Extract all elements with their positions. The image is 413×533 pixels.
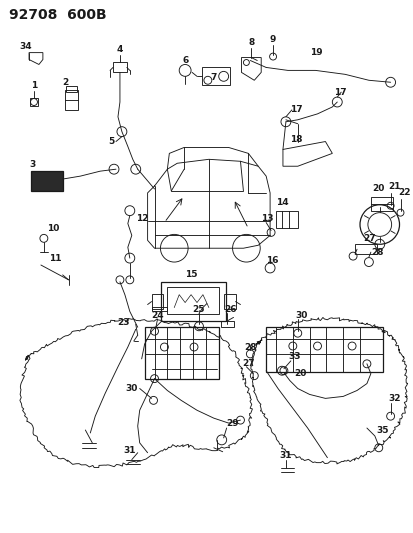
Text: 1: 1: [31, 80, 37, 90]
Bar: [113, 62, 126, 72]
Text: 28: 28: [244, 343, 256, 352]
Bar: [64, 90, 78, 110]
Text: 22: 22: [398, 188, 410, 197]
Text: 29: 29: [226, 418, 239, 427]
Text: 27: 27: [362, 234, 375, 243]
Bar: [31, 171, 62, 191]
Text: 6: 6: [182, 56, 188, 65]
Text: 30: 30: [125, 384, 138, 393]
Bar: [354, 244, 376, 254]
Text: 4: 4: [116, 45, 123, 54]
Text: 28: 28: [370, 248, 382, 257]
Text: 27: 27: [242, 359, 254, 368]
Text: 92708  600B: 92708 600B: [9, 8, 107, 22]
Bar: [266, 327, 382, 372]
Text: 25: 25: [192, 305, 205, 314]
Text: 34: 34: [19, 42, 32, 51]
Text: 21: 21: [388, 182, 400, 191]
Bar: [370, 197, 392, 211]
Text: 35: 35: [376, 425, 388, 434]
Text: 19: 19: [309, 48, 321, 57]
Bar: [223, 294, 235, 310]
Text: 15: 15: [184, 270, 197, 279]
Text: 31: 31: [123, 446, 135, 455]
Text: 31: 31: [279, 451, 292, 460]
Text: 23: 23: [117, 318, 130, 327]
Text: 33: 33: [287, 352, 300, 361]
Text: 20: 20: [293, 369, 306, 378]
Bar: [65, 86, 77, 92]
Text: 12: 12: [135, 214, 148, 223]
Bar: [151, 294, 163, 310]
Text: 20: 20: [371, 184, 383, 193]
Text: 3: 3: [29, 160, 35, 169]
Text: 24: 24: [151, 311, 164, 320]
Text: 18: 18: [289, 135, 301, 144]
Text: 5: 5: [109, 137, 115, 146]
Text: 7: 7: [210, 73, 216, 82]
Text: 2: 2: [62, 78, 69, 87]
Text: 16: 16: [266, 256, 278, 264]
Bar: [202, 68, 229, 85]
Text: 17: 17: [334, 87, 346, 96]
Text: 13: 13: [261, 214, 273, 223]
Text: 9: 9: [269, 35, 275, 44]
Bar: [275, 211, 297, 229]
Text: 8: 8: [248, 38, 254, 47]
Text: 10: 10: [47, 224, 59, 233]
Bar: [167, 287, 218, 314]
Text: 14: 14: [275, 198, 288, 207]
Text: 30: 30: [295, 311, 307, 320]
Text: 17: 17: [289, 106, 302, 115]
Text: 11: 11: [49, 254, 61, 263]
Text: 26: 26: [224, 305, 236, 314]
Bar: [161, 282, 225, 321]
Text: 32: 32: [388, 394, 400, 403]
Bar: [144, 327, 218, 378]
